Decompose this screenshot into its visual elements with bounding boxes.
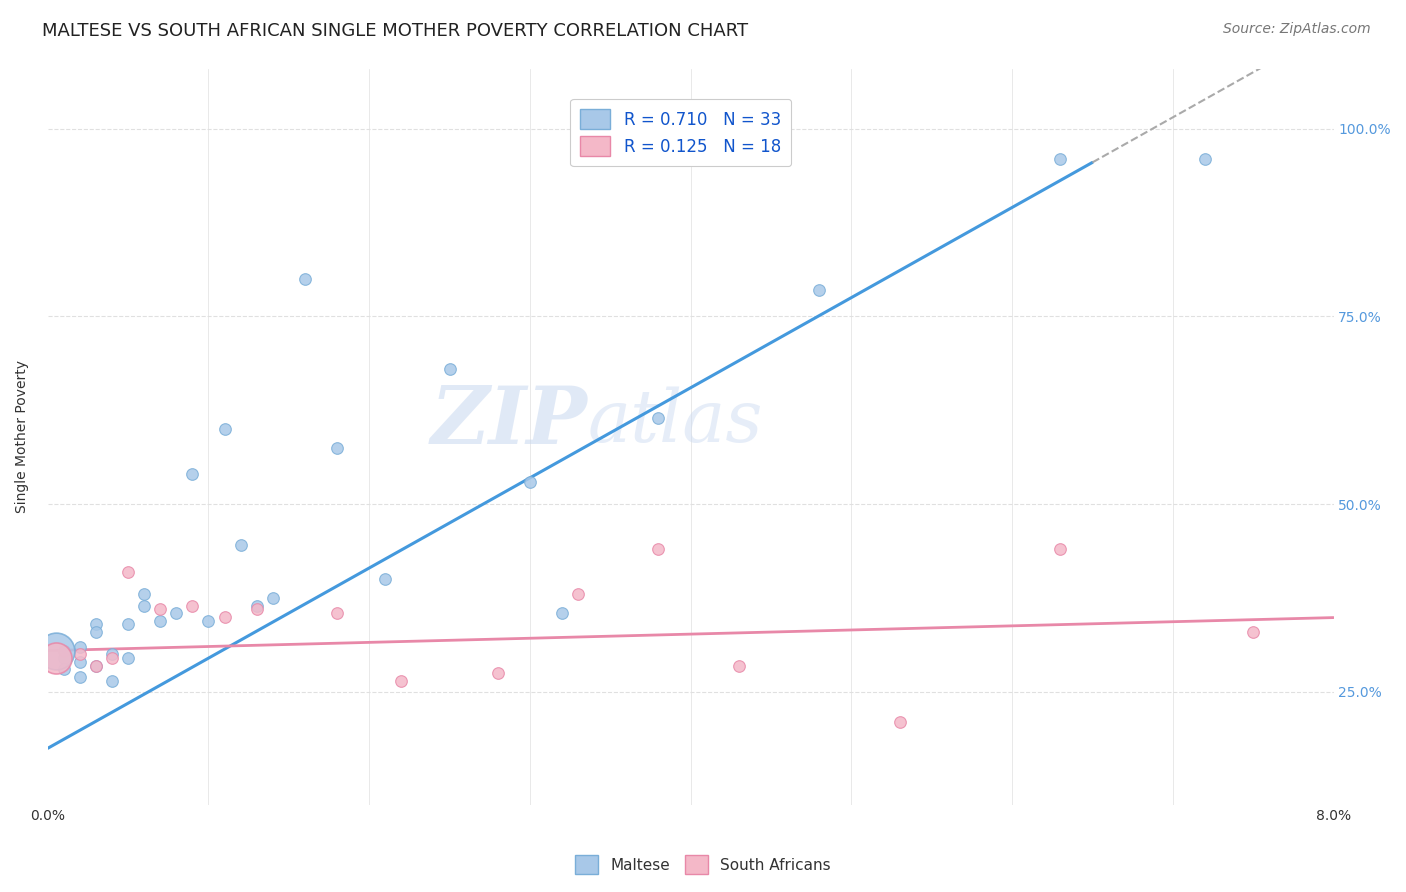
Point — [246, 599, 269, 613]
Point — [519, 475, 541, 489]
Point — [69, 655, 91, 669]
Text: ZIP: ZIP — [430, 383, 588, 460]
Text: Source: ZipAtlas.com: Source: ZipAtlas.com — [1223, 22, 1371, 37]
Point — [1049, 152, 1071, 166]
Point — [214, 610, 236, 624]
Legend: R = 0.710   N = 33, R = 0.125   N = 18: R = 0.710 N = 33, R = 0.125 N = 18 — [571, 99, 792, 166]
Text: MALTESE VS SOUTH AFRICAN SINGLE MOTHER POVERTY CORRELATION CHART: MALTESE VS SOUTH AFRICAN SINGLE MOTHER P… — [42, 22, 748, 40]
Point — [69, 640, 91, 654]
Point — [1241, 624, 1264, 639]
Point — [727, 658, 749, 673]
Point — [647, 542, 669, 557]
Point — [889, 714, 911, 729]
Point — [389, 673, 412, 688]
Point — [117, 565, 139, 579]
Point — [52, 662, 75, 676]
Point — [165, 606, 187, 620]
Point — [101, 673, 124, 688]
Point — [84, 658, 107, 673]
Point — [181, 467, 204, 482]
Point — [149, 614, 172, 628]
Point — [197, 614, 219, 628]
Point — [439, 362, 461, 376]
Point — [551, 606, 574, 620]
Y-axis label: Single Mother Poverty: Single Mother Poverty — [15, 360, 30, 513]
Point — [229, 539, 252, 553]
Point — [69, 670, 91, 684]
Point — [294, 272, 316, 286]
Point — [374, 572, 396, 586]
Point — [52, 651, 75, 665]
Point — [486, 666, 509, 681]
Point — [262, 591, 284, 605]
Point — [647, 410, 669, 425]
Point — [101, 648, 124, 662]
Point — [246, 602, 269, 616]
Point — [117, 651, 139, 665]
Point — [84, 658, 107, 673]
Point — [326, 441, 349, 455]
Point — [134, 599, 156, 613]
Text: atlas: atlas — [588, 386, 763, 457]
Point — [326, 606, 349, 620]
Point — [52, 643, 75, 657]
Point — [149, 602, 172, 616]
Point — [84, 617, 107, 632]
Point — [181, 599, 204, 613]
Point — [117, 617, 139, 632]
Legend: Maltese, South Africans: Maltese, South Africans — [569, 849, 837, 880]
Point — [52, 643, 75, 657]
Point — [101, 651, 124, 665]
Point — [1049, 542, 1071, 557]
Point — [808, 283, 831, 297]
Point — [45, 643, 67, 657]
Point — [134, 587, 156, 601]
Point — [567, 587, 589, 601]
Point — [84, 624, 107, 639]
Point — [1194, 152, 1216, 166]
Point — [69, 648, 91, 662]
Point — [214, 422, 236, 436]
Point — [45, 651, 67, 665]
